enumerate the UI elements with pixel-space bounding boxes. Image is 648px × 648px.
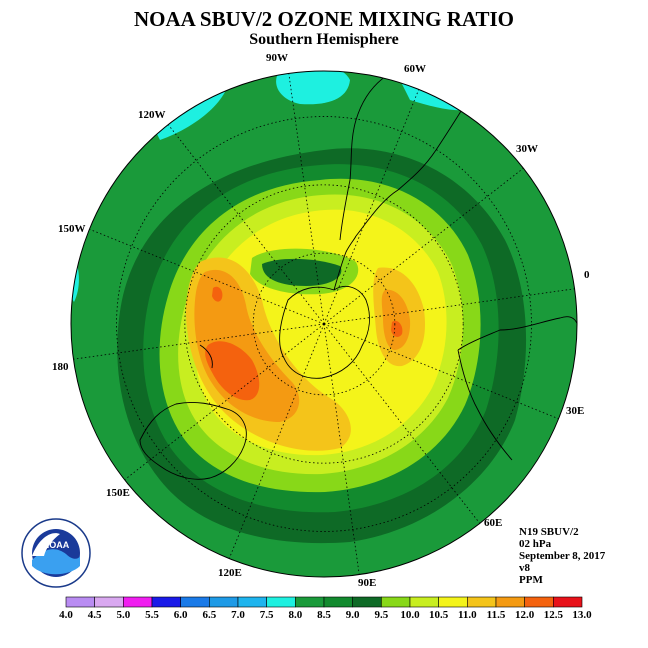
coastline-africa-south bbox=[457, 349, 513, 461]
lon-label-30w: 30W bbox=[516, 143, 538, 155]
colorbar-swatch bbox=[65, 596, 95, 608]
colorbar-swatch bbox=[409, 596, 439, 608]
colorbar-swatch bbox=[123, 596, 153, 608]
colorbar-tick-label: 11.5 bbox=[487, 609, 506, 621]
colorbar-tick-label: 10.5 bbox=[429, 609, 449, 621]
colorbar-swatch bbox=[180, 596, 210, 608]
lon-label-30e: 30E bbox=[566, 405, 584, 417]
colorbar-swatch bbox=[209, 596, 239, 608]
colorbar: 4.0 4.5 5.0 5.5 6.0 6.5 7.0 7.5 8.0 8.5 9.0 9.5 10.0… bbox=[59, 596, 592, 621]
lon-label-120e: 120E bbox=[218, 567, 242, 579]
coastline-antarctic-peninsula bbox=[333, 235, 357, 291]
contour-cyan-patch-northwest bbox=[150, 90, 225, 140]
colorbar-swatch bbox=[438, 596, 468, 608]
graticule-parallel bbox=[252, 252, 396, 396]
info-units: PPM bbox=[519, 574, 543, 586]
lon-label-90e: 90E bbox=[358, 577, 376, 589]
coastline-south-america-east bbox=[355, 99, 469, 237]
colorbar-tick-label: 9.0 bbox=[346, 609, 360, 621]
colorbar-swatch bbox=[553, 596, 583, 608]
colorbar-tick-label: 13.0 bbox=[572, 609, 592, 621]
colorbar-tick-label: 7.5 bbox=[260, 609, 274, 621]
coastline-south-america bbox=[339, 75, 387, 241]
map-disc-outline bbox=[70, 70, 578, 578]
colorbar-swatch bbox=[266, 596, 296, 608]
graticule bbox=[73, 73, 575, 575]
colorbar-tick-label: 12.0 bbox=[515, 609, 535, 621]
contour-level-11-5-east bbox=[381, 289, 411, 350]
page-title: NOAA SBUV/2 OZONE MIXING RATIO bbox=[134, 7, 514, 31]
lon-label-90w: 90W bbox=[266, 52, 288, 64]
coastlines bbox=[139, 75, 577, 553]
lon-label-60w: 60W bbox=[404, 63, 426, 75]
info-version: v8 bbox=[519, 562, 530, 574]
lon-label-180: 180 bbox=[52, 361, 69, 373]
ozone-contours bbox=[71, 71, 577, 577]
colorbar-swatch bbox=[352, 596, 382, 608]
lon-label-60e: 60E bbox=[484, 517, 502, 529]
lon-label-150e: 150E bbox=[106, 487, 130, 499]
graticule-parallel bbox=[116, 116, 532, 532]
colorbar-swatch bbox=[495, 596, 525, 608]
colorbar-tick-label: 4.5 bbox=[88, 609, 102, 621]
colorbar-swatch bbox=[94, 596, 124, 608]
graticule-parallel bbox=[184, 184, 464, 464]
contour-level-12-0-east bbox=[391, 320, 403, 337]
coastline-australia bbox=[139, 401, 247, 480]
coastline-islands-east bbox=[469, 539, 501, 553]
colorbar-tick-label: 8.0 bbox=[288, 609, 302, 621]
coastline-africa bbox=[457, 316, 577, 351]
contour-level-12-0-west bbox=[205, 341, 260, 401]
colorbar-swatch bbox=[467, 596, 497, 608]
info-block: N19 SBUV/2 02 hPa September 8, 2017 v8 P… bbox=[519, 526, 605, 586]
colorbar-tick-label: 9.5 bbox=[374, 609, 388, 621]
colorbar-tick-label: 6.5 bbox=[202, 609, 216, 621]
colorbar-tick-label: 8.5 bbox=[317, 609, 331, 621]
info-date: September 8, 2017 bbox=[519, 550, 606, 562]
info-instrument: N19 SBUV/2 bbox=[519, 526, 579, 538]
colorbar-tick-label: 4.0 bbox=[59, 609, 73, 621]
coastline-new-zealand bbox=[199, 344, 213, 369]
page-subtitle: Southern Hemisphere bbox=[249, 31, 399, 48]
lon-label-120w: 120W bbox=[138, 109, 166, 121]
lon-label-0: 0 bbox=[584, 269, 590, 281]
colorbar-swatch bbox=[295, 596, 325, 608]
noaa-logo: NOAA bbox=[21, 518, 91, 588]
colorbar-tick-label: 5.0 bbox=[116, 609, 130, 621]
colorbar-tick-label: 10.0 bbox=[400, 609, 420, 621]
logo-text: NOAA bbox=[43, 540, 70, 550]
logo-bird-icon bbox=[32, 533, 60, 556]
colorbar-swatch bbox=[151, 596, 181, 608]
contour-inner-low-dark bbox=[262, 258, 342, 286]
colorbar-swatch bbox=[381, 596, 411, 608]
colorbar-swatch bbox=[323, 596, 353, 608]
longitude-labels: 90W 60W 30W 0 30E 60E 90E 120E 150E 180 … bbox=[52, 52, 590, 589]
colorbar-swatch bbox=[237, 596, 267, 608]
lon-label-150w: 150W bbox=[58, 223, 86, 235]
colorbar-swatch bbox=[524, 596, 554, 608]
info-level: 02 hPa bbox=[519, 538, 552, 550]
contour-cyan-patch-north bbox=[276, 71, 350, 105]
colorbar-tick-label: 11.0 bbox=[458, 609, 477, 621]
colorbar-tick-label: 5.5 bbox=[145, 609, 159, 621]
colorbar-tick-label: 12.5 bbox=[544, 609, 564, 621]
colorbar-tick-label: 6.0 bbox=[174, 609, 188, 621]
contour-level-12-0-small bbox=[212, 286, 223, 302]
colorbar-tick-label: 7.0 bbox=[231, 609, 245, 621]
